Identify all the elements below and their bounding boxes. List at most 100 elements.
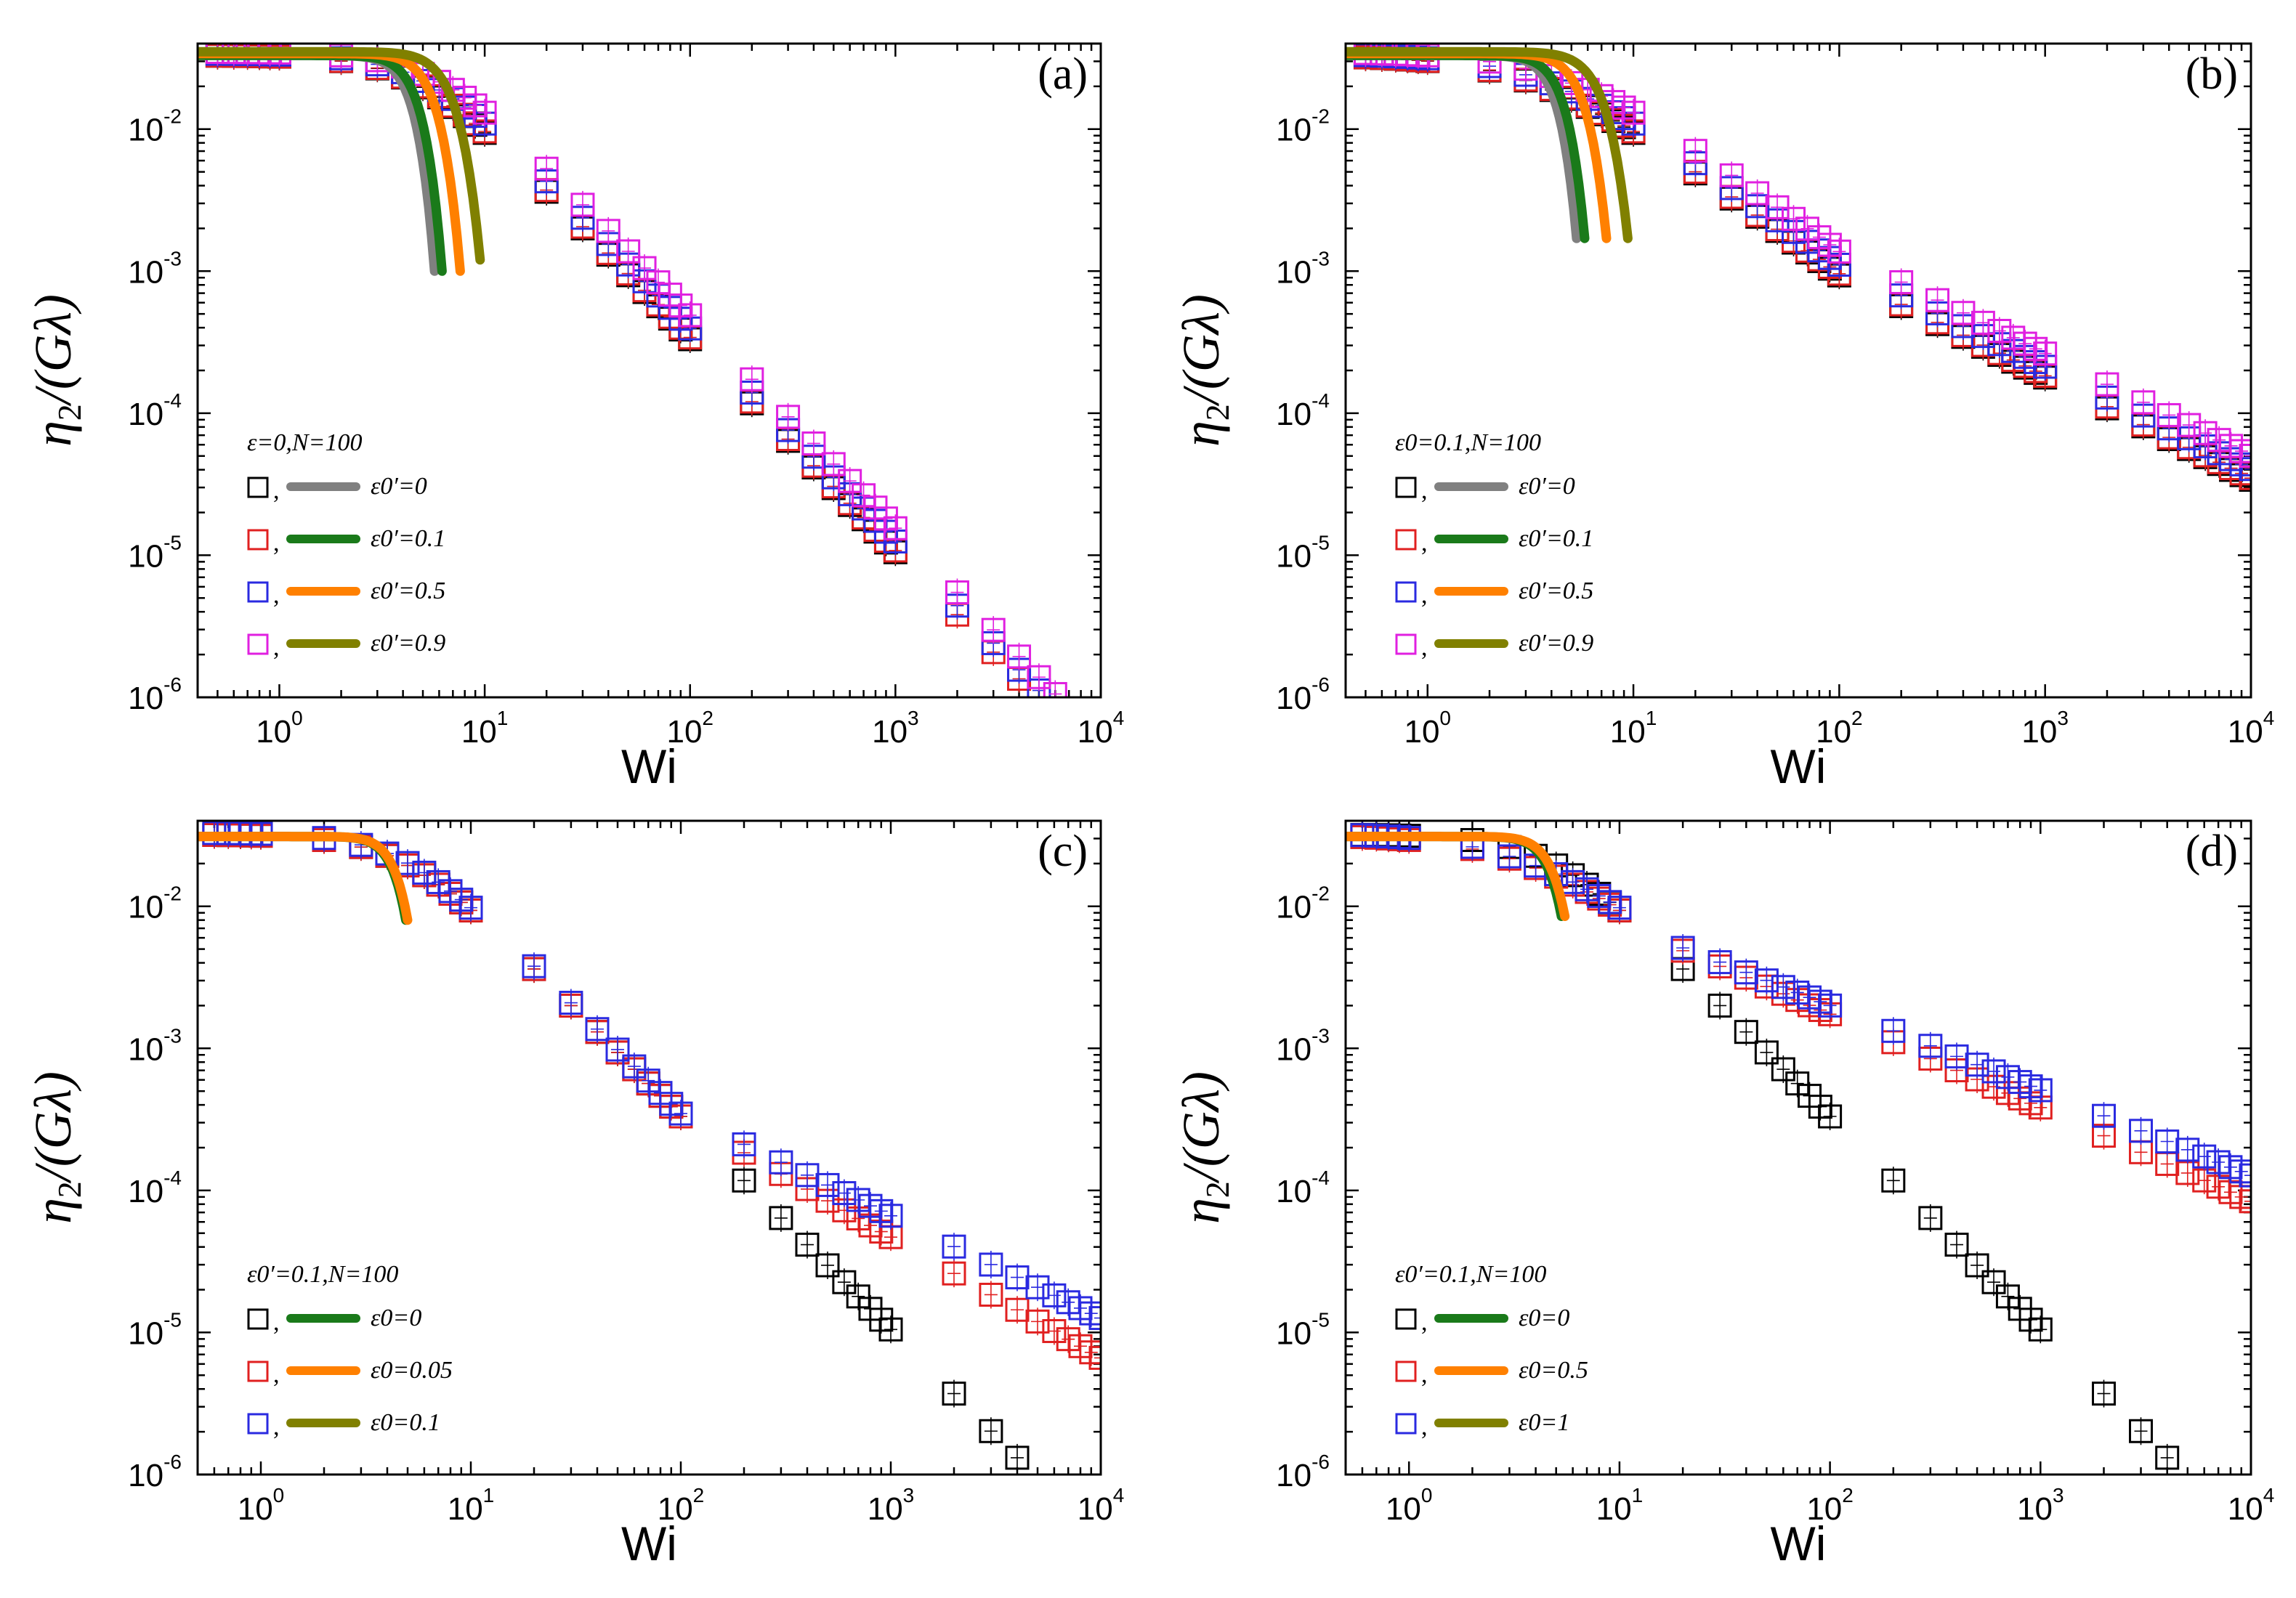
legend: ε0′=0.1,N=100 , ε0=0 , ε0=0.05 , ε0=0.1 [247,1261,453,1440]
series-2 [202,821,1101,1332]
chart-panel-c: 100 101 102 103 10410-610-510-410-310-2Wiη2/… [24,819,1124,1570]
data-point [1771,1055,1795,1084]
data-point [1818,991,1843,1020]
data-point [942,1379,966,1408]
panel-label: (b) [2186,49,2238,99]
legend-entry: , ε0=0 [247,1305,421,1336]
legend-entry: , ε0′=0.9 [1395,630,1593,661]
legend-label: ε0′=0.1 [1519,525,1593,552]
legend: ε0=0.1,N=100, ε0′=0, ε0′=0.1, ε0′=0.5, ε0′=0… [1395,429,1593,661]
x-tick-label: 103 [872,707,919,750]
data-point [979,1281,1003,1309]
data-point [1944,1042,1969,1071]
legend-marker [247,1360,269,1382]
panel-label: (a) [1038,49,1088,99]
theory-curve-1 [1346,832,1570,921]
data-point [2033,339,2058,368]
data-point [1042,1281,1067,1310]
marker-square [2239,457,2251,482]
data-point [596,216,621,245]
data-point [846,1282,870,1310]
data-point [821,450,846,478]
data-point [2018,1072,2043,1100]
data-point [1981,1268,2006,1297]
axis-ticks [196,42,1102,699]
legend-comma: , [273,1361,280,1388]
data-point [1970,309,1995,337]
data-point [769,1204,793,1232]
data-point [1707,991,1732,1020]
legend-marker [247,476,269,498]
legend-marker [247,529,269,551]
data-point [1575,875,1599,904]
data-point [1621,99,1646,127]
legend-label: ε0′=0.5 [371,577,445,604]
data-point [668,1100,693,1128]
data-point [1734,1018,1758,1046]
x-tick-label: 104 [2228,707,2275,750]
y-tick-label: 10-4 [1276,389,1330,432]
data-point [1889,268,1914,296]
data-point [869,1197,894,1225]
data-point [585,1015,610,1043]
legend-comma: , [1421,530,1428,556]
chart-panel-d: 100 101 102 103 10410-610-510-410-310-2Wiη2/… [1172,819,2274,1570]
data-point [1497,842,1521,870]
data-point [1079,1299,1101,1328]
data-point [1734,958,1758,986]
data-point [838,467,862,495]
legend: ε0′=0.1,N=100, ε0=0, ε0=0.5, ε0=1 [1395,1261,1588,1440]
legend-title: ε0′=0.1,N=100 [247,1261,398,1288]
legend-comma: , [1421,582,1428,609]
data-point [1754,1038,1779,1066]
data-point [815,1251,840,1279]
legend-comma: , [1421,1414,1428,1440]
data-point [945,578,969,607]
data-point [622,1053,647,1081]
data-point [1918,1204,1943,1232]
data-point [1683,137,1707,165]
data-point [815,1171,840,1199]
y-tick-label: 10-3 [128,1024,182,1067]
data-point [2175,1135,2200,1164]
y-tick-label: 10-2 [128,105,182,148]
legend-entry: , ε0′=0.1 [1395,525,1593,556]
data-point [2206,1148,2231,1176]
legend-title: ε0′=0.1,N=100 [1395,1261,1546,1288]
x-tick-label: 101 [461,707,509,750]
legend-label: ε0=0.5 [1519,1357,1588,1384]
x-tick-label: 104 [1078,707,1125,750]
legend-label: ε0′=0.9 [1519,630,1593,657]
marker-square [2239,443,2251,468]
data-point [979,1417,1003,1445]
data-point [1808,988,1832,1016]
legend-label: ε0′=0.9 [371,630,445,657]
y-tick-label: 10-6 [128,673,182,716]
x-tick-label: 101 [1596,1484,1644,1527]
data-point [2092,1379,2117,1408]
legend-comma: , [1421,1361,1428,1388]
data-point [2129,1417,2154,1445]
plot-frame [196,819,1102,1476]
legend-marker [247,633,269,655]
legend-label: ε0′=0.5 [1519,577,1593,604]
data-point [1771,973,1795,1001]
y-tick-label: 10-2 [1276,883,1330,925]
legend-comma: , [273,477,280,504]
x-axis-label: Wi [621,739,677,793]
x-tick-label: 103 [868,1484,915,1527]
legend-entry: , ε0=0.1 [247,1409,440,1440]
x-axis-label: Wi [1771,739,1827,793]
data-point [534,155,559,183]
data-point [2239,1187,2251,1215]
series-2 [205,44,1051,697]
data-point [1607,893,1632,922]
chart-panel-b: 100 101 102 103 10410-610-510-410-310-2Wiη2/… [1172,42,2275,793]
data-point [1719,161,1744,190]
legend-marker [1395,476,1417,498]
data-point [869,1305,894,1334]
legend-entry: , ε0=0.05 [247,1357,453,1388]
data-point [1981,1057,2006,1085]
legend-entry: , ε0′=0.5 [247,577,445,609]
plot-area [198,44,1067,697]
